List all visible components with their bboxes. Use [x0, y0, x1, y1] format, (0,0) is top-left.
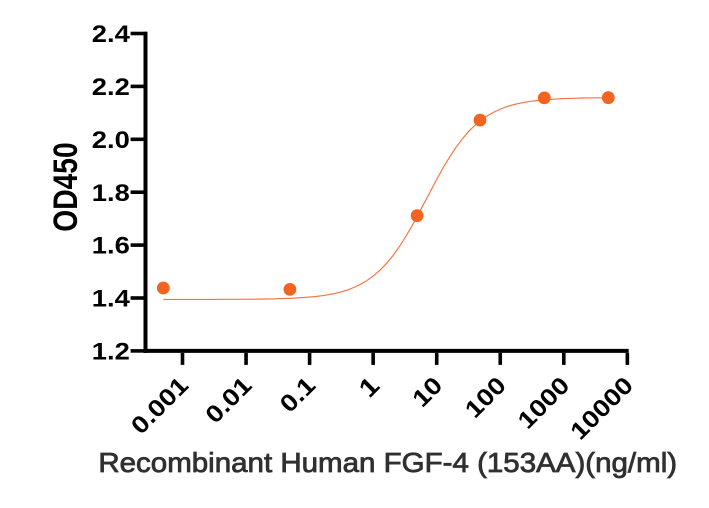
svg-text:1.8: 1.8	[92, 180, 130, 206]
svg-text:Recombinant Human FGF-4 (153AA: Recombinant Human FGF-4 (153AA)(ng/ml)	[98, 448, 677, 479]
svg-text:2.0: 2.0	[92, 127, 130, 153]
svg-text:2.2: 2.2	[92, 74, 130, 100]
svg-text:2.4: 2.4	[92, 22, 131, 48]
svg-text:OD450: OD450	[47, 142, 85, 231]
svg-text:1.6: 1.6	[92, 233, 130, 259]
svg-text:1.2: 1.2	[92, 339, 130, 365]
svg-text:1.4: 1.4	[92, 286, 131, 312]
